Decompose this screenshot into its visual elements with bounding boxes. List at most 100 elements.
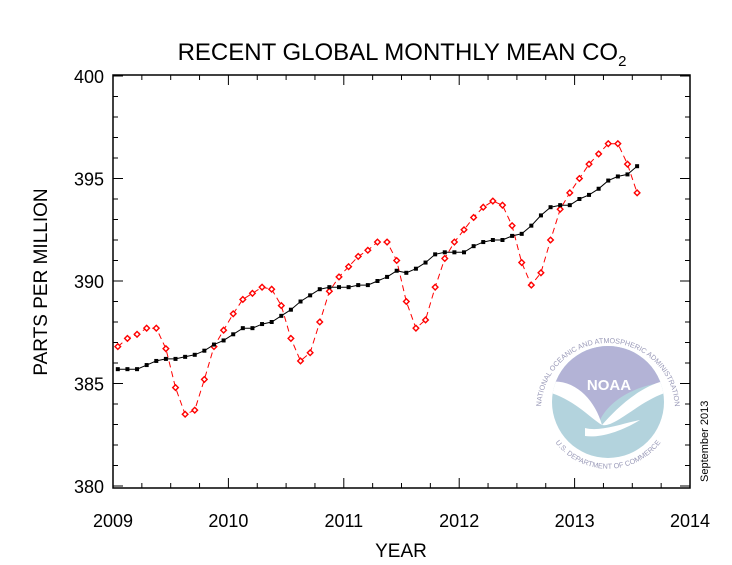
date-annotation: September 2013: [699, 401, 711, 482]
data-point: [440, 254, 449, 263]
data-point: [489, 197, 497, 205]
data-point: [566, 189, 574, 197]
data-point: [373, 238, 382, 246]
data-point: [306, 348, 314, 357]
data-point: [431, 283, 439, 291]
data-point: [479, 203, 488, 211]
data-point: [231, 332, 236, 337]
data-point: [211, 342, 216, 347]
logo-sky: [552, 346, 664, 420]
data-point: [508, 221, 516, 230]
noaa-logo: NOAA NATIONAL OCEANIC AND ATMOSPHERIC AD…: [534, 336, 682, 471]
series-line: [117, 165, 638, 370]
data-point: [219, 326, 228, 334]
data-point: [250, 326, 255, 331]
data-point: [433, 252, 438, 257]
data-point: [144, 363, 149, 368]
data-point: [615, 174, 620, 179]
data-point: [308, 293, 313, 298]
data-point: [115, 367, 120, 372]
data-point: [171, 383, 180, 392]
data-point: [548, 205, 553, 210]
data-point: [517, 258, 526, 267]
data-point: [614, 139, 622, 148]
data-point: [577, 197, 582, 201]
data-point: [527, 281, 536, 289]
y-tick-label: 395: [74, 170, 104, 190]
data-point: [538, 213, 543, 218]
x-tick-label: 2011: [324, 511, 363, 531]
data-point: [248, 289, 257, 298]
data-point: [202, 348, 207, 353]
data-point: [383, 238, 391, 246]
data-point: [296, 357, 305, 365]
x-tick-label: 2014: [670, 511, 710, 531]
data-point: [567, 203, 572, 208]
data-point: [335, 273, 343, 281]
data-point: [327, 285, 332, 290]
data-point: [375, 279, 380, 283]
data-point: [260, 322, 265, 327]
data-point: [356, 283, 361, 288]
data-point: [277, 301, 286, 310]
data-point: [346, 285, 351, 290]
x-tick-label: 2010: [208, 511, 248, 531]
data-point: [596, 186, 601, 191]
data-point: [200, 375, 209, 384]
data-point: [510, 233, 515, 238]
data-point: [142, 324, 151, 332]
x-tick-labels: 2009 2010 2011 2012 2013 2014: [93, 511, 710, 531]
data-point: [471, 244, 476, 249]
data-point: [604, 139, 613, 148]
data-point: [240, 326, 245, 331]
data-point: [190, 406, 199, 414]
axis-ticks: [112, 75, 691, 488]
data-point: [288, 307, 293, 312]
data-point: [460, 225, 468, 234]
data-point: [394, 268, 399, 273]
data-point: [221, 338, 226, 343]
chart-title: RECENT GLOBAL MONTHLY MEAN CO2: [178, 39, 627, 70]
x-tick-label: 2012: [439, 511, 479, 531]
data-point: [587, 192, 592, 197]
data-point: [558, 203, 563, 208]
data-point: [413, 266, 418, 271]
data-point: [606, 178, 611, 183]
data-point: [500, 238, 505, 242]
data-point: [392, 256, 401, 265]
data-point: [423, 260, 428, 265]
data-point: [317, 287, 322, 292]
data-point: [450, 238, 459, 246]
x-tick-label: 2013: [555, 511, 595, 531]
data-point: [635, 164, 640, 169]
data-point: [365, 283, 370, 288]
data-point: [269, 320, 274, 324]
data-point: [181, 410, 189, 419]
data-point: [344, 262, 353, 271]
data-point: [298, 299, 303, 304]
data-point: [336, 285, 341, 290]
series-layer: [114, 139, 641, 419]
data-point: [452, 250, 457, 255]
data-point: [575, 174, 584, 183]
x-tick-label: 2009: [93, 511, 133, 531]
data-point: [481, 240, 486, 245]
data-point: [546, 236, 555, 244]
data-point: [229, 310, 237, 318]
data-point: [442, 250, 447, 255]
data-point: [287, 334, 295, 343]
y-tick-label: 380: [74, 477, 104, 497]
series-trend: [115, 164, 640, 372]
data-point: [594, 150, 603, 158]
data-point: [529, 223, 534, 228]
data-point: [537, 269, 545, 277]
y-tick-labels: 380 385 390 395 400: [74, 67, 104, 497]
data-point: [556, 205, 564, 214]
data-point: [404, 270, 409, 275]
data-point: [123, 334, 132, 343]
data-point: [490, 238, 495, 242]
data-point: [258, 283, 266, 291]
data-point: [267, 285, 276, 293]
data-point: [135, 367, 140, 372]
data-point: [412, 324, 420, 332]
